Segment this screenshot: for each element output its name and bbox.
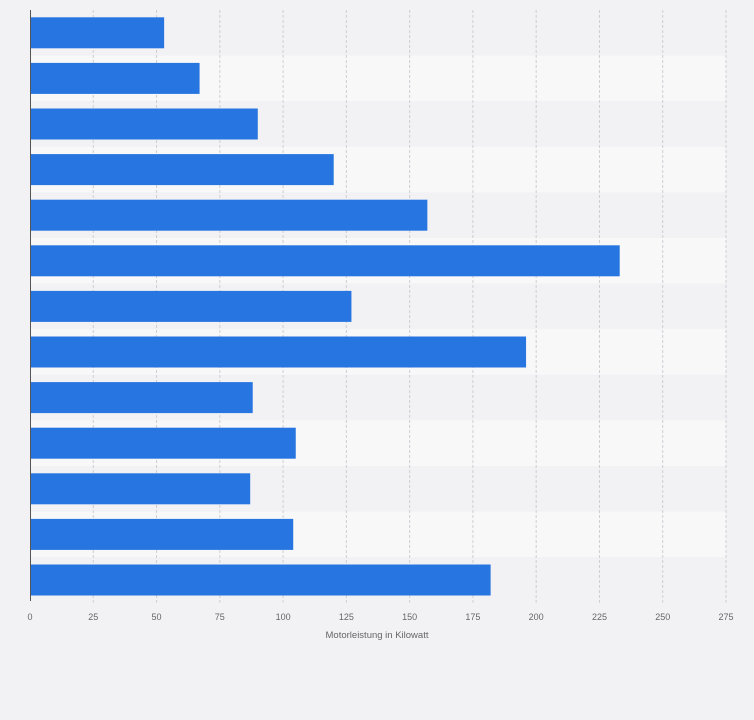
bars [30,17,620,596]
x-tick-labels: 0 25 50 75 100 125 150 175 200 225 250 275 [27,612,733,622]
bar[interactable] [30,564,491,596]
x-tick-label: 175 [465,612,480,622]
x-tick-label: 200 [529,612,544,622]
x-tick-label: 250 [655,612,670,622]
bar[interactable] [30,62,200,94]
x-tick-label: 0 [27,612,32,622]
bar[interactable] [30,154,334,186]
bar[interactable] [30,427,296,459]
bar[interactable] [30,336,527,368]
x-tick-label: 125 [339,612,354,622]
x-tick-label: 150 [402,612,417,622]
x-tick-label: 225 [592,612,607,622]
x-tick-label: 50 [152,612,162,622]
bar[interactable] [30,199,428,231]
x-tick-label: 275 [718,612,733,622]
bar[interactable] [30,108,258,140]
bar[interactable] [30,518,294,550]
x-tick-label: 25 [88,612,98,622]
bar[interactable] [30,473,251,505]
bar[interactable] [30,17,165,49]
x-tick-label: 100 [276,612,291,622]
bar[interactable] [30,382,253,414]
bar[interactable] [30,245,620,277]
bar[interactable] [30,290,352,322]
x-axis-title: Motorleistung in Kilowatt [326,630,429,641]
x-tick-label: 75 [215,612,225,622]
